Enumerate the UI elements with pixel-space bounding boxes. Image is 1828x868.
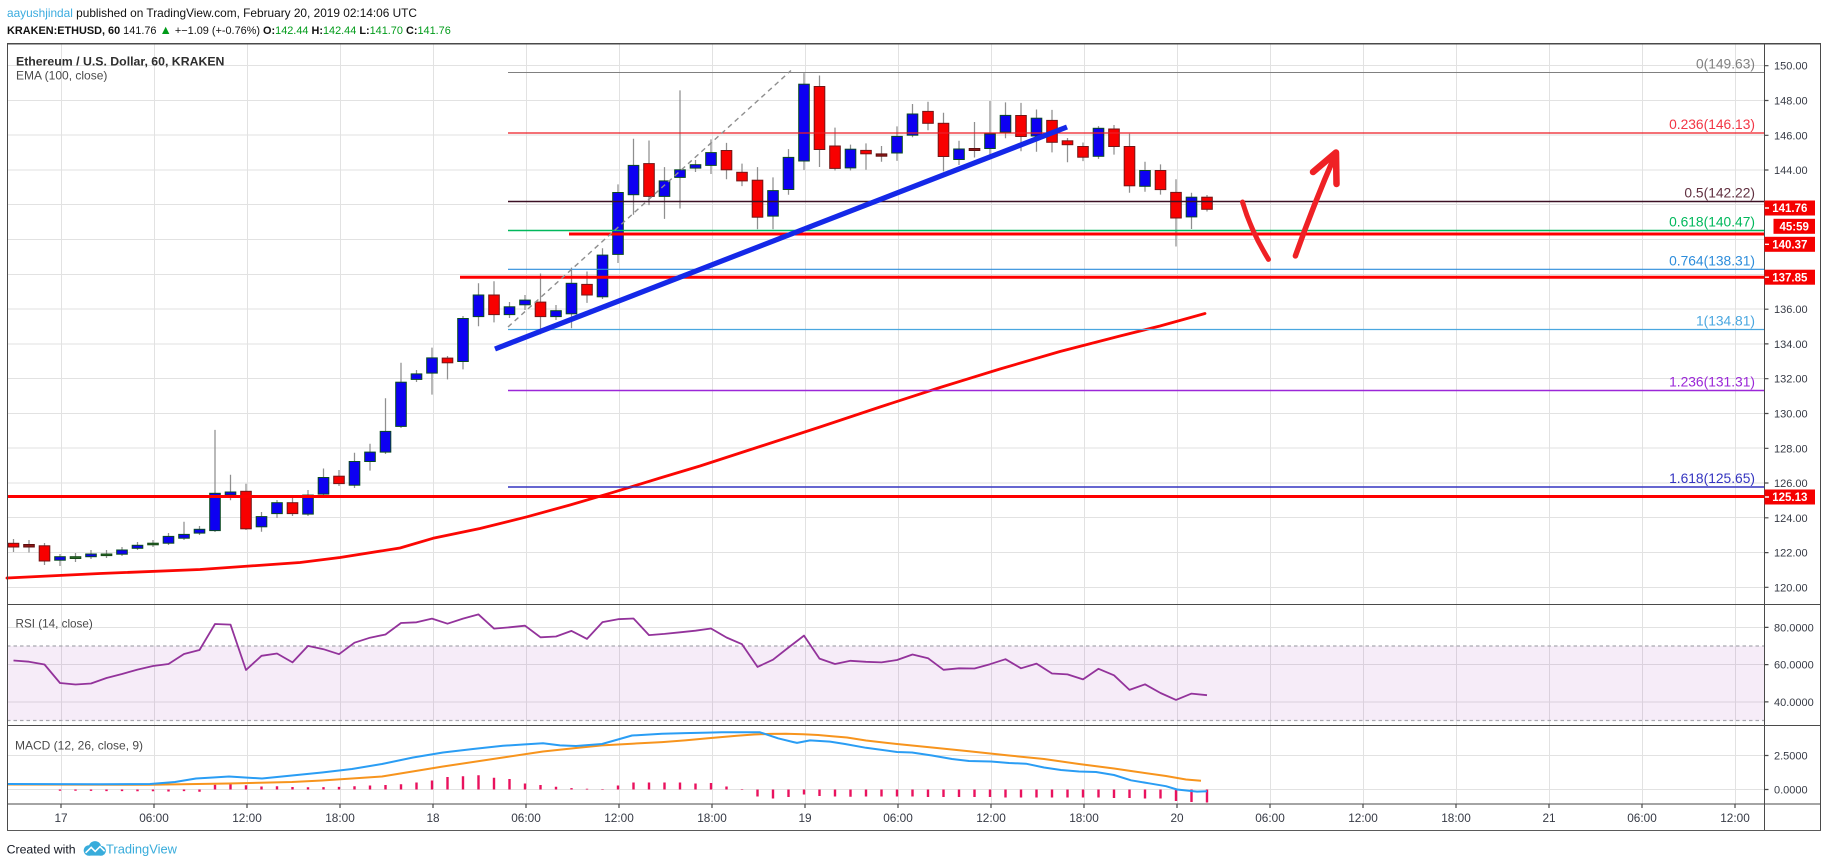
svg-text:0.618(140.47): 0.618(140.47)	[1669, 215, 1755, 230]
svg-text:18: 18	[426, 811, 440, 825]
svg-text:21: 21	[1542, 811, 1555, 825]
svg-text:1(134.81): 1(134.81)	[1696, 314, 1755, 329]
svg-text:06:00: 06:00	[139, 811, 169, 825]
svg-text:19: 19	[798, 811, 811, 825]
svg-text:122.00: 122.00	[1774, 548, 1808, 560]
svg-text:146.00: 146.00	[1774, 130, 1808, 142]
svg-text:125.13: 125.13	[1772, 492, 1807, 504]
svg-text:MACD (12, 26, close, 9): MACD (12, 26, close, 9)	[15, 739, 143, 753]
svg-text:80.0000: 80.0000	[1774, 622, 1814, 634]
svg-text:40.0000: 40.0000	[1774, 697, 1814, 709]
svg-text:17: 17	[54, 811, 67, 825]
svg-text:0(149.63): 0(149.63)	[1696, 57, 1755, 72]
svg-text:1.236(131.31): 1.236(131.31)	[1669, 375, 1755, 390]
svg-text:120.00: 120.00	[1774, 582, 1808, 594]
svg-text:140.37: 140.37	[1772, 240, 1807, 252]
svg-text:128.00: 128.00	[1774, 443, 1808, 455]
svg-text:45:59: 45:59	[1779, 222, 1808, 234]
svg-text:aayushjindal published on Trad: aayushjindal published on TradingView.co…	[7, 6, 417, 20]
svg-text:18:00: 18:00	[1069, 811, 1099, 825]
svg-text:144.00: 144.00	[1774, 165, 1808, 177]
svg-text:132.00: 132.00	[1774, 374, 1808, 386]
svg-text:126.00: 126.00	[1774, 478, 1808, 490]
svg-text:0.5(142.22): 0.5(142.22)	[1684, 186, 1755, 201]
svg-text:12:00: 12:00	[1348, 811, 1378, 825]
svg-text:Created with: Created with	[7, 843, 76, 857]
svg-text:1.618(125.65): 1.618(125.65)	[1669, 471, 1755, 486]
svg-text:124.00: 124.00	[1774, 513, 1808, 525]
svg-text:18:00: 18:00	[697, 811, 727, 825]
svg-text:12:00: 12:00	[976, 811, 1006, 825]
svg-text:06:00: 06:00	[883, 811, 913, 825]
svg-text:0.236(146.13): 0.236(146.13)	[1669, 117, 1755, 132]
svg-text:141.76: 141.76	[1772, 203, 1807, 215]
svg-text:18:00: 18:00	[1441, 811, 1471, 825]
svg-text:60.0000: 60.0000	[1774, 660, 1814, 672]
svg-text:137.85: 137.85	[1772, 272, 1808, 284]
svg-text:0.0000: 0.0000	[1774, 785, 1808, 797]
svg-text:TradingView: TradingView	[106, 842, 178, 857]
svg-text:06:00: 06:00	[511, 811, 541, 825]
svg-text:18:00: 18:00	[325, 811, 355, 825]
svg-text:150.00: 150.00	[1774, 61, 1808, 73]
svg-text:12:00: 12:00	[232, 811, 262, 825]
svg-text:Ethereum / U.S. Dollar, 60, KR: Ethereum / U.S. Dollar, 60, KRAKEN	[16, 55, 225, 69]
svg-text:12:00: 12:00	[604, 811, 634, 825]
svg-text:0.764(138.31): 0.764(138.31)	[1669, 253, 1755, 268]
svg-text:RSI (14, close): RSI (14, close)	[16, 618, 93, 631]
svg-text:06:00: 06:00	[1627, 811, 1657, 825]
svg-text:20: 20	[1170, 811, 1184, 825]
svg-text:130.00: 130.00	[1774, 409, 1808, 421]
svg-text:134.00: 134.00	[1774, 339, 1808, 351]
svg-text:KRAKEN:ETHUSD, 60 141.76 ▲ +−: KRAKEN:ETHUSD, 60 141.76 ▲ +−1.09 (+-0.7…	[7, 23, 451, 37]
svg-text:136.00: 136.00	[1774, 304, 1808, 316]
svg-text:EMA (100, close): EMA (100, close)	[16, 69, 107, 83]
svg-text:06:00: 06:00	[1255, 811, 1285, 825]
svg-text:148.00: 148.00	[1774, 96, 1808, 108]
svg-text:2.5000: 2.5000	[1774, 751, 1808, 763]
svg-text:12:00: 12:00	[1720, 811, 1750, 825]
